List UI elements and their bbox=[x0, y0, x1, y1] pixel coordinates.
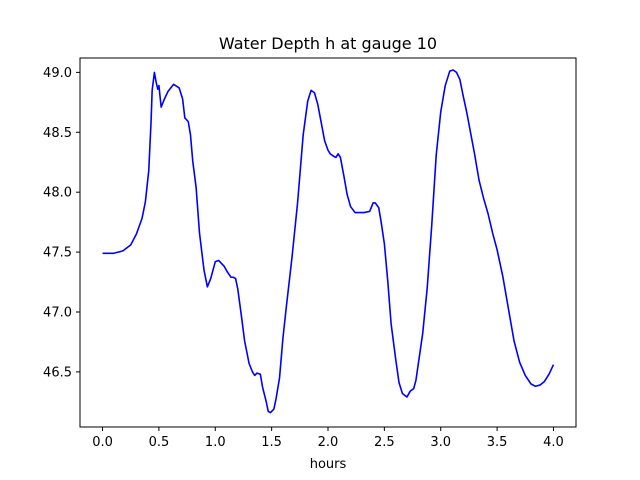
y-tick-label: 49.0 bbox=[43, 66, 72, 81]
x-tick-label: 0.5 bbox=[149, 435, 170, 450]
x-tick-label: 4.0 bbox=[543, 435, 564, 450]
y-tick-label: 46.5 bbox=[43, 365, 72, 380]
x-tick-label: 1.5 bbox=[261, 435, 282, 450]
y-tick-label: 48.0 bbox=[43, 186, 72, 201]
x-tick-label: 3.0 bbox=[430, 435, 451, 450]
y-tick-label: 48.5 bbox=[43, 126, 72, 141]
x-axis: 0.0 0.5 1.0 1.5 2.0 2.5 3.0 3.5 4.0 bbox=[92, 427, 564, 450]
x-tick-label: 3.5 bbox=[487, 435, 508, 450]
plot-area bbox=[102, 69, 555, 414]
y-tick-label: 47.0 bbox=[43, 305, 72, 320]
y-axis: 46.5 47.0 47.5 48.0 48.5 49.0 bbox=[43, 66, 80, 380]
y-tick-label: 47.5 bbox=[43, 246, 72, 261]
series-line-0 bbox=[102, 69, 555, 414]
plot-frame bbox=[79, 57, 577, 428]
chart-title: Water Depth h at gauge 10 bbox=[219, 34, 437, 53]
x-tick-label: 2.5 bbox=[374, 435, 395, 450]
x-tick-label: 0.0 bbox=[92, 435, 113, 450]
x-tick-label: 2.0 bbox=[318, 435, 339, 450]
x-axis-title: hours bbox=[310, 457, 347, 472]
x-tick-label: 1.0 bbox=[205, 435, 226, 450]
